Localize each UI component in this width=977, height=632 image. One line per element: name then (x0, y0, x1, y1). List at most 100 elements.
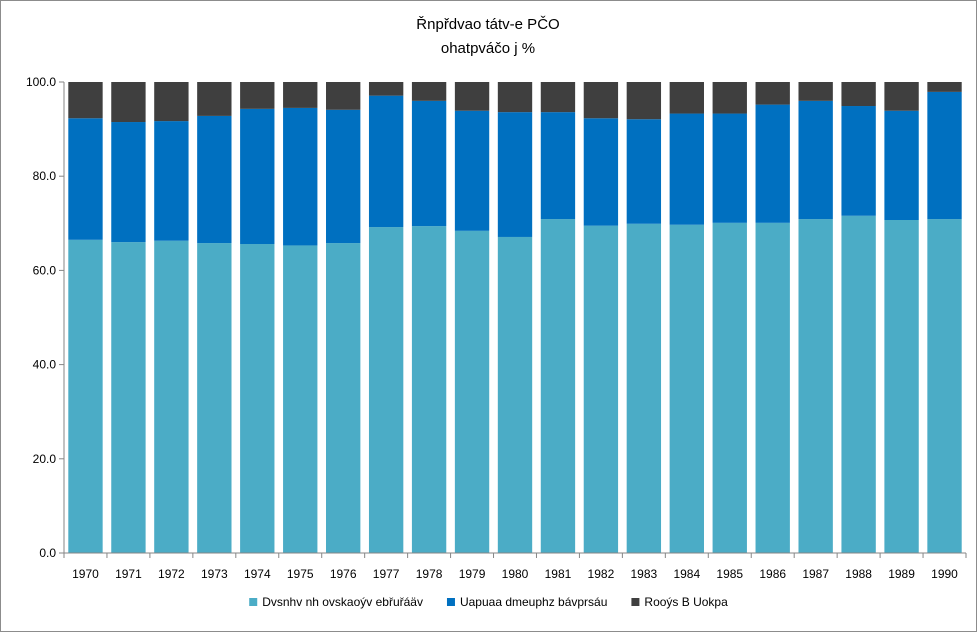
bar-segment-1976-series-2 (326, 109, 361, 244)
bar-segment-1974-series-2 (240, 108, 275, 245)
bar-segment-1970-series-2 (68, 118, 103, 240)
bar-segment-1972-series-2 (154, 121, 189, 241)
bar-segment-1971-series-2 (111, 122, 146, 243)
x-axis: 1970 1971 1972 1973 1974 1975 1976 1977 1978 1979… (63, 552, 967, 581)
bar-segment-1990-series-2 (927, 91, 962, 220)
bar-segment-1982-series-1 (583, 225, 619, 553)
x-tick-label-1971: 1971 (115, 567, 142, 581)
legend-item-2: Uapuaa dmeuphz bávprsáu (446, 595, 607, 609)
legend-swatch (631, 598, 640, 606)
bar-segment-1980-series-3 (497, 82, 533, 113)
bar-segment-1972-series-3 (154, 82, 189, 122)
y-tick-label: 60.0 (33, 263, 57, 277)
bar-segment-1989-series-1 (884, 220, 919, 553)
bar-segment-1971-series-3 (111, 82, 146, 123)
bar-segment-1973-series-3 (197, 82, 232, 116)
bar-segment-1978-series-2 (411, 100, 447, 227)
bar-segment-1976-series-1 (326, 243, 361, 553)
bar-segment-1980-series-1 (497, 236, 533, 553)
bar-segment-1984-series-2 (669, 113, 704, 225)
x-tick-label-1988: 1988 (845, 567, 872, 581)
bar-segment-1982-series-3 (583, 82, 619, 119)
bar-segment-1983-series-2 (626, 119, 662, 224)
x-tick-label-1973: 1973 (201, 567, 228, 581)
bar-segment-1981-series-1 (540, 219, 576, 553)
bar-segment-1980-series-2 (497, 112, 533, 237)
bar-segment-1979-series-1 (454, 230, 490, 553)
bar-segment-1987-series-1 (798, 219, 833, 553)
bar-segment-1990-series-3 (927, 82, 962, 92)
x-tick-label-1985: 1985 (716, 567, 743, 581)
legend-label: Dvsnhv nh ovskaoýv ebřuřáäv (262, 595, 423, 609)
x-tick-label-1977: 1977 (373, 567, 400, 581)
bar-segment-1972-series-1 (154, 240, 189, 554)
bar-segment-1984-series-3 (669, 82, 704, 114)
bar-segment-1988-series-3 (841, 82, 876, 107)
bar-segment-1971-series-1 (111, 242, 146, 553)
y-axis: 0.0 20.0 40.0 60.0 80.0 100.0 (26, 75, 65, 560)
bar-segment-1985-series-2 (712, 113, 747, 223)
bar-segment-1986-series-2 (755, 104, 790, 223)
bar-segment-1988-series-1 (841, 215, 876, 553)
bar-segment-1970-series-3 (68, 82, 103, 119)
legend-item-3: Rooýs B Uokpa (631, 595, 728, 609)
x-tick-label-1982: 1982 (588, 567, 615, 581)
legend-swatch (446, 598, 455, 606)
x-tick-label-1974: 1974 (244, 567, 271, 581)
x-tick-label-1972: 1972 (158, 567, 185, 581)
bar-segment-1977-series-2 (368, 95, 404, 228)
y-tick-label: 80.0 (33, 169, 57, 183)
x-tick-label-1976: 1976 (330, 567, 357, 581)
x-tick-label-1975: 1975 (287, 567, 314, 581)
bar-segment-1990-series-1 (927, 219, 962, 553)
bar-segment-1983-series-1 (626, 223, 662, 553)
x-tick-label-1989: 1989 (888, 567, 915, 581)
bar-segment-1984-series-1 (669, 224, 704, 553)
bar-segment-1986-series-3 (755, 82, 790, 105)
legend-label: Uapuaa dmeuphz bávprsáu (460, 595, 607, 609)
y-tick-label: 20.0 (33, 452, 57, 466)
legend-label: Rooýs B Uokpa (644, 595, 728, 609)
bar-segment-1979-series-2 (454, 110, 490, 231)
x-tick-label-1984: 1984 (673, 567, 700, 581)
bar-segment-1977-series-3 (368, 82, 404, 96)
bar-segment-1987-series-3 (798, 82, 833, 101)
bar-segment-1975-series-3 (283, 82, 318, 108)
bar-segment-1978-series-1 (411, 226, 447, 553)
bar-segment-1986-series-1 (755, 222, 790, 553)
bar-segment-1989-series-3 (884, 82, 919, 111)
y-tick-label: 0.0 (39, 546, 56, 560)
bar-segment-1983-series-3 (626, 82, 662, 120)
y-tick-label: 40.0 (33, 358, 57, 372)
x-tick-label-1979: 1979 (459, 567, 486, 581)
bar-segment-1975-series-1 (283, 245, 318, 553)
bar-segment-1981-series-3 (540, 82, 576, 113)
bar-segment-1974-series-1 (240, 244, 275, 553)
legend-item-1: Dvsnhv nh ovskaoýv ebřuřáäv (249, 595, 423, 609)
bar-segment-1976-series-3 (326, 82, 361, 110)
bar-segment-1970-series-1 (68, 239, 103, 553)
x-tick-label-1981: 1981 (545, 567, 572, 581)
bar-segment-1985-series-3 (712, 82, 747, 114)
bar-segment-1979-series-3 (454, 82, 490, 111)
bar-segment-1973-series-1 (197, 243, 232, 553)
bar-segment-1974-series-3 (240, 82, 275, 109)
legend: Dvsnhv nh ovskaoýv ebřuřáäv Uapuaa dmeuph… (249, 595, 728, 609)
bar-segment-1973-series-2 (197, 115, 232, 244)
bar-segment-1985-series-1 (712, 222, 747, 553)
bars (68, 82, 962, 554)
bar-segment-1975-series-2 (283, 107, 318, 246)
legend-swatch (249, 598, 258, 606)
bar-segment-1988-series-2 (841, 106, 876, 216)
bar-segment-1977-series-1 (368, 227, 404, 553)
x-tick-label-1986: 1986 (759, 567, 786, 581)
chart-title-line-1: Řnpřdvao tátv-e PČO (416, 16, 559, 33)
x-tick-label-1980: 1980 (502, 567, 529, 581)
y-tick-label: 100.0 (26, 75, 56, 89)
bar-segment-1982-series-2 (583, 118, 619, 226)
chart-title-line-2: ohatpváčo j % (441, 40, 535, 57)
x-tick-label-1978: 1978 (416, 567, 443, 581)
bar-segment-1987-series-2 (798, 100, 833, 220)
x-tick-label-1987: 1987 (802, 567, 829, 581)
